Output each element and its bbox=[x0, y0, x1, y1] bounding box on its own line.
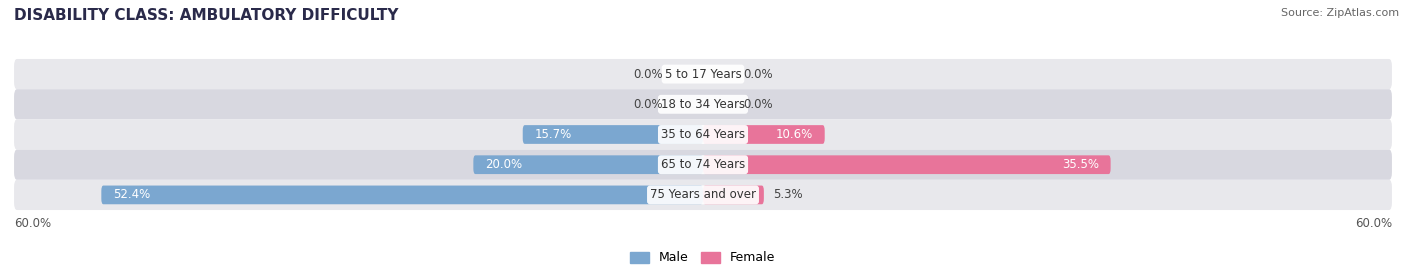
FancyBboxPatch shape bbox=[14, 59, 1392, 89]
FancyBboxPatch shape bbox=[474, 155, 703, 174]
FancyBboxPatch shape bbox=[703, 155, 1111, 174]
Text: 0.0%: 0.0% bbox=[633, 68, 662, 81]
FancyBboxPatch shape bbox=[703, 186, 763, 204]
Text: 60.0%: 60.0% bbox=[14, 217, 51, 230]
Text: 52.4%: 52.4% bbox=[112, 188, 150, 201]
Text: 75 Years and over: 75 Years and over bbox=[650, 188, 756, 201]
Text: DISABILITY CLASS: AMBULATORY DIFFICULTY: DISABILITY CLASS: AMBULATORY DIFFICULTY bbox=[14, 8, 398, 23]
Text: 35.5%: 35.5% bbox=[1062, 158, 1099, 171]
Text: 5.3%: 5.3% bbox=[773, 188, 803, 201]
Text: Source: ZipAtlas.com: Source: ZipAtlas.com bbox=[1281, 8, 1399, 18]
FancyBboxPatch shape bbox=[14, 89, 1392, 119]
Legend: Male, Female: Male, Female bbox=[626, 246, 780, 269]
Text: 15.7%: 15.7% bbox=[534, 128, 571, 141]
FancyBboxPatch shape bbox=[14, 150, 1392, 180]
Text: 0.0%: 0.0% bbox=[744, 68, 773, 81]
Text: 18 to 34 Years: 18 to 34 Years bbox=[661, 98, 745, 111]
Text: 5 to 17 Years: 5 to 17 Years bbox=[665, 68, 741, 81]
Text: 20.0%: 20.0% bbox=[485, 158, 522, 171]
FancyBboxPatch shape bbox=[703, 125, 825, 144]
Text: 65 to 74 Years: 65 to 74 Years bbox=[661, 158, 745, 171]
Text: 60.0%: 60.0% bbox=[1355, 217, 1392, 230]
Text: 35 to 64 Years: 35 to 64 Years bbox=[661, 128, 745, 141]
FancyBboxPatch shape bbox=[14, 180, 1392, 210]
FancyBboxPatch shape bbox=[523, 125, 703, 144]
Text: 0.0%: 0.0% bbox=[744, 98, 773, 111]
FancyBboxPatch shape bbox=[14, 119, 1392, 150]
Text: 0.0%: 0.0% bbox=[633, 98, 662, 111]
FancyBboxPatch shape bbox=[101, 186, 703, 204]
Text: 10.6%: 10.6% bbox=[776, 128, 813, 141]
